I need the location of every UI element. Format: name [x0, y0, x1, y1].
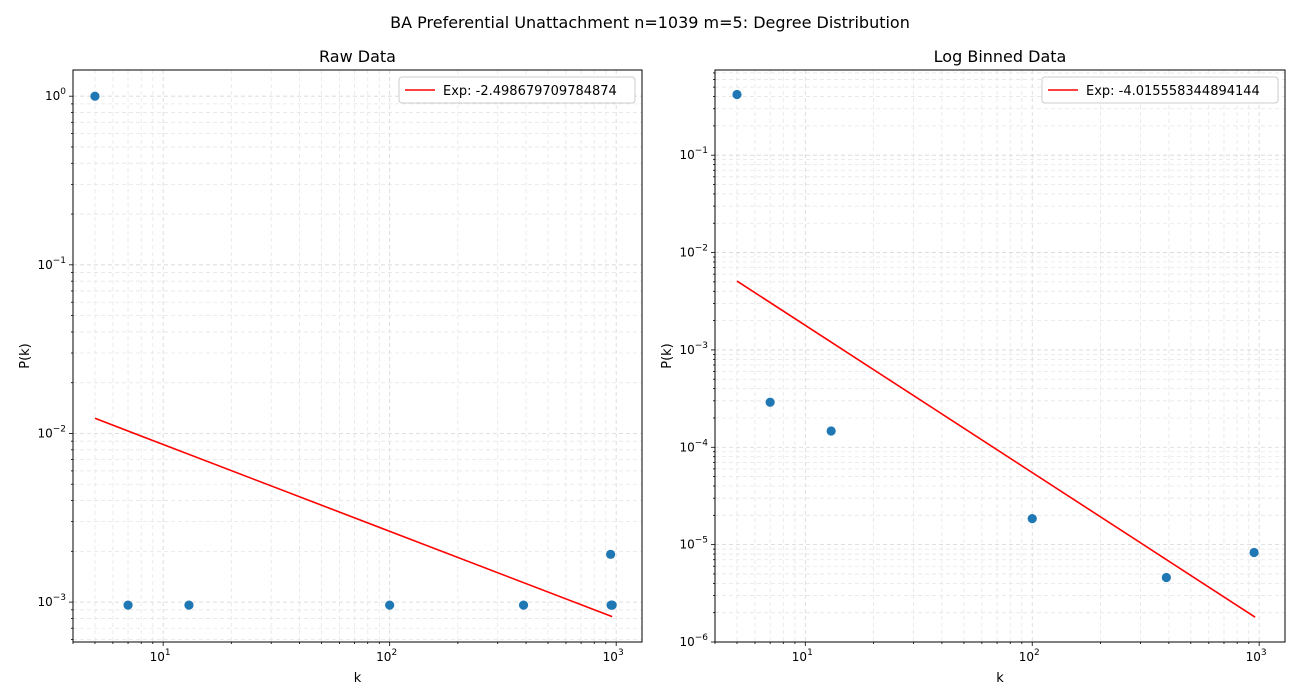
data-point: [1249, 547, 1259, 558]
y-tick-label: 10−6: [679, 633, 708, 649]
y-tick-label: 10−1: [37, 256, 66, 272]
data-point: [385, 600, 395, 610]
y-tick-label: 100: [45, 87, 66, 103]
figure-title: BA Preferential Unattachment n=1039 m=5:…: [390, 13, 910, 32]
y-tick-label: 10−4: [679, 438, 708, 454]
grid: [72, 70, 642, 642]
data-point: [1161, 572, 1171, 583]
x-tick-label: 101: [150, 648, 171, 664]
data-point: [826, 426, 836, 436]
x-tick-label: 103: [1246, 648, 1267, 664]
legend-box: [398, 76, 636, 104]
legend: Exp: -2.498679709784874: [398, 76, 636, 104]
data-point: [518, 600, 529, 610]
legend: Exp: -4.015558344894144: [1041, 76, 1279, 104]
panel-title: Log Binned Data: [934, 47, 1067, 66]
x-tick-label: 101: [792, 648, 813, 664]
legend-label: Exp: -4.015558344894144: [1086, 84, 1260, 99]
x-tick-label: 102: [1019, 648, 1040, 664]
log-binned-panel: 101 102 103 10−6 10−5 10−4 10−3 10−2 10−1 Log Bin…: [660, 47, 1286, 686]
y-axis-label: P(k): [18, 343, 33, 369]
x-axis-label: k: [354, 671, 362, 686]
raw-data-panel: 101 102 103 10−3 10−2 10−1 100 Raw Data k P(k) Exp…: [18, 47, 643, 686]
data-point: [123, 600, 133, 610]
y-tick-label: 10−5: [679, 536, 708, 552]
legend-box: [1041, 76, 1279, 104]
legend-label: Exp: -2.498679709784874: [443, 84, 617, 99]
x-tick-label: 103: [603, 648, 624, 664]
y-tick-label: 10−2: [37, 424, 66, 440]
data-point: [607, 600, 617, 610]
grid: [714, 70, 1285, 643]
data-point: [606, 549, 616, 559]
x-axis-label: k: [996, 671, 1004, 686]
data-point: [732, 89, 742, 100]
data-point: [1027, 514, 1037, 524]
panel-title: Raw Data: [319, 47, 396, 66]
fit-line: [736, 280, 1256, 618]
axes-frame: [72, 69, 643, 643]
data-point: [184, 600, 194, 610]
x-tick-label: 102: [376, 648, 397, 664]
axes-frame: [714, 69, 1286, 643]
data-point: [765, 397, 775, 407]
fit-line: [94, 417, 613, 618]
y-axis-label: P(k): [660, 343, 675, 369]
y-tick-label: 10−2: [679, 244, 708, 260]
y-tick-label: 10−3: [679, 341, 708, 357]
data-point: [90, 91, 100, 101]
y-tick-label: 10−3: [37, 593, 66, 609]
y-tick-label: 10−1: [679, 146, 708, 162]
